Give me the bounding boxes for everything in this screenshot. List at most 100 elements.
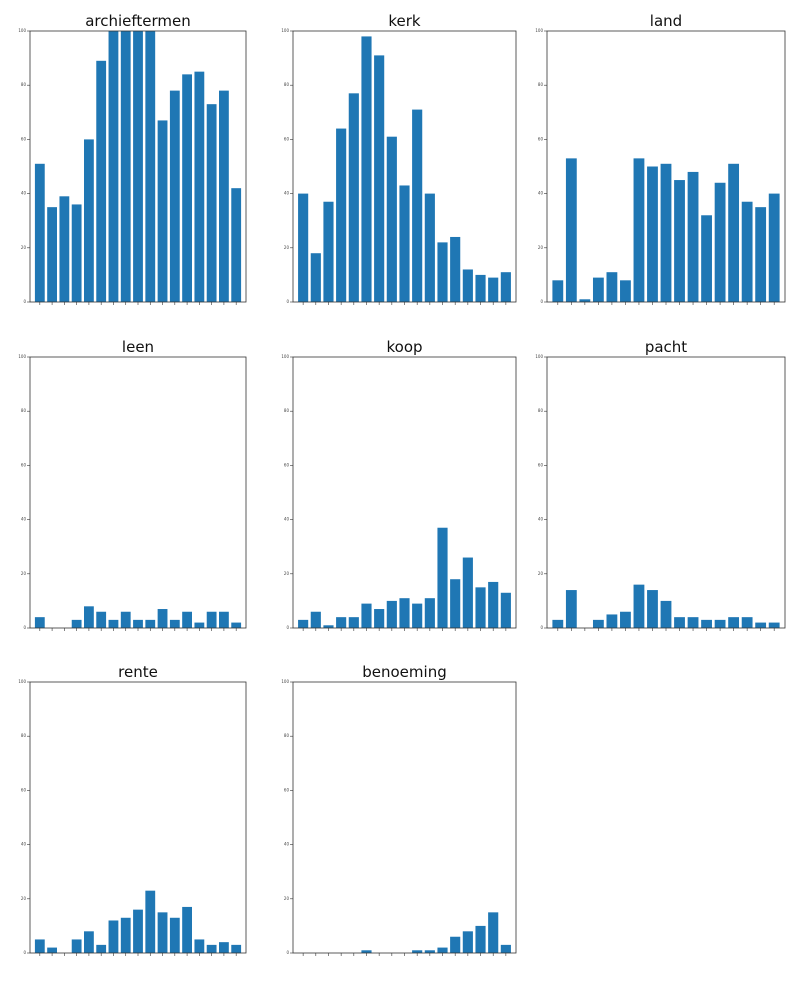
plot-frame (546, 30, 786, 303)
bar (71, 204, 82, 302)
y-tick-label: 40 (538, 517, 544, 522)
bar (768, 193, 780, 302)
bar (437, 242, 448, 302)
bar (108, 31, 119, 302)
y-tick-label: 60 (284, 136, 290, 141)
bar (145, 619, 156, 628)
y-tick-label: 100 (535, 28, 543, 33)
bar (620, 611, 631, 628)
bar (437, 527, 448, 628)
bar (157, 120, 168, 303)
bar (34, 939, 45, 953)
bar (660, 600, 672, 628)
plot-frame (29, 681, 247, 954)
bar (108, 619, 119, 628)
y-tick-label: 20 (284, 896, 290, 901)
y-tick-label: 40 (284, 842, 290, 847)
y-tick-label: 60 (284, 462, 290, 467)
plot-frame (292, 30, 517, 303)
bar (219, 942, 229, 953)
bar (361, 950, 372, 953)
bar (399, 598, 410, 628)
bar (374, 55, 385, 302)
panel-title: leen (122, 338, 154, 356)
bar (145, 31, 156, 302)
bar (450, 579, 461, 628)
bar (374, 609, 385, 628)
bar (336, 617, 347, 628)
y-tick-label: 100 (535, 354, 543, 359)
bar (386, 136, 397, 302)
y-tick-label: 80 (538, 82, 544, 87)
y-tick-label: 100 (281, 354, 289, 359)
bar (488, 581, 499, 628)
bar (348, 93, 359, 302)
y-tick-label: 80 (284, 82, 290, 87)
bar (633, 584, 645, 628)
plot-frame (292, 356, 517, 629)
panel-title: kerk (388, 12, 421, 30)
y-tick-label: 60 (538, 462, 544, 467)
bar (412, 950, 423, 953)
bar (96, 60, 107, 303)
bar (323, 625, 334, 628)
y-tick-label: 60 (538, 136, 544, 141)
bar (157, 912, 168, 953)
bar (701, 215, 712, 302)
bar (169, 90, 180, 303)
y-tick-label: 0 (23, 625, 26, 630)
y-tick-label: 20 (21, 245, 27, 250)
y-tick-label: 0 (540, 299, 543, 304)
y-tick-label: 100 (281, 28, 289, 33)
bar (194, 939, 205, 953)
bar (182, 74, 192, 302)
bar (231, 622, 242, 628)
y-tick-label: 100 (281, 679, 289, 684)
y-tick-label: 80 (284, 733, 290, 738)
bar (647, 590, 658, 628)
bar (310, 253, 321, 302)
bar (71, 939, 82, 953)
y-tick-label: 60 (21, 787, 27, 792)
y-tick-label: 20 (284, 245, 290, 250)
bar (133, 909, 143, 953)
bar (206, 944, 217, 953)
y-tick-label: 40 (284, 517, 290, 522)
y-tick-label: 60 (284, 787, 290, 792)
bar (565, 158, 577, 302)
y-tick-label: 80 (538, 408, 544, 413)
bar (462, 269, 473, 302)
bar (592, 277, 604, 302)
bar (728, 163, 740, 302)
bar (660, 163, 672, 302)
bar (133, 619, 143, 628)
bar (120, 611, 131, 628)
plot-frame (292, 681, 517, 954)
bar (157, 609, 168, 628)
y-tick-label: 20 (538, 571, 544, 576)
y-tick-label: 80 (21, 82, 27, 87)
bar (701, 619, 712, 628)
y-tick-label: 40 (21, 842, 27, 847)
y-tick-label: 40 (21, 191, 27, 196)
bar (84, 139, 94, 302)
bar (488, 277, 499, 302)
y-tick-label: 20 (21, 571, 27, 576)
bar (399, 185, 410, 302)
bar (674, 617, 685, 628)
bar (310, 611, 321, 628)
panel-title: pacht (645, 338, 687, 356)
y-tick-label: 0 (286, 950, 289, 955)
y-tick-label: 20 (538, 245, 544, 250)
plot-frame (29, 30, 247, 303)
bar (687, 617, 699, 628)
bar (674, 180, 685, 302)
bar (96, 944, 107, 953)
bar (120, 31, 131, 302)
bar (633, 158, 645, 302)
bar (182, 906, 192, 953)
bar (206, 104, 217, 302)
bar (412, 603, 423, 628)
bar (424, 598, 435, 628)
bar (194, 622, 205, 628)
